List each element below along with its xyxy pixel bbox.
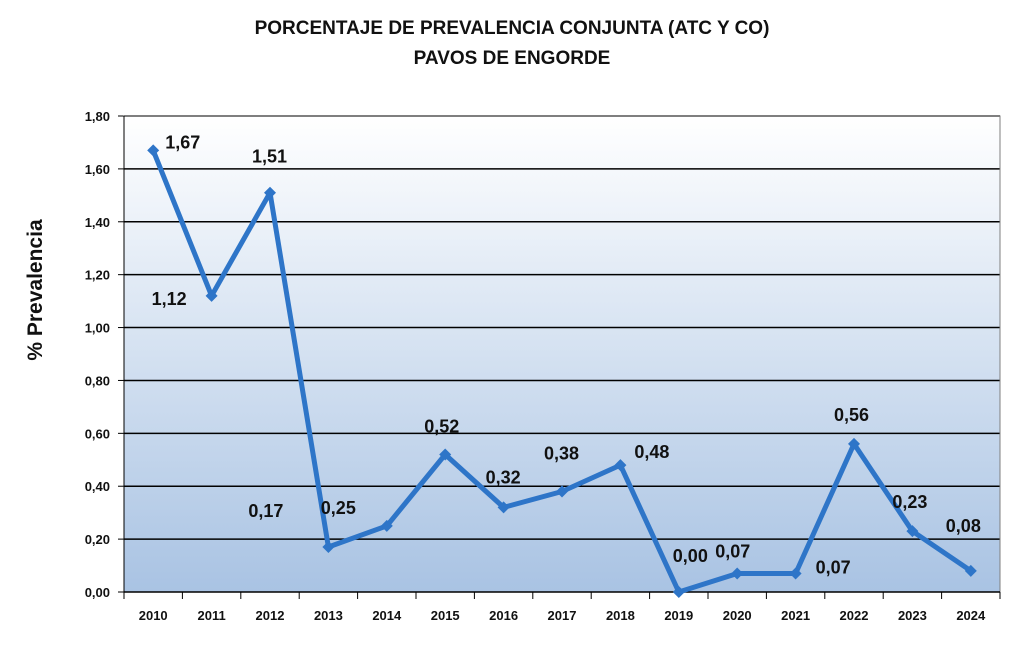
x-tick-label: 2015 bbox=[431, 608, 460, 623]
chart-subtitle: PAVOS DE ENGORDE bbox=[413, 48, 611, 69]
data-point-marker bbox=[264, 186, 276, 199]
x-tick-label: 2024 bbox=[956, 608, 986, 623]
axes bbox=[118, 115, 1001, 599]
x-tick-label: 2020 bbox=[723, 608, 752, 623]
x-tick-label: 2017 bbox=[548, 608, 577, 623]
data-label: 0,25 bbox=[321, 498, 356, 518]
data-point-marker bbox=[964, 564, 977, 577]
y-tick-label: 0,00 bbox=[85, 585, 110, 600]
data-point-marker bbox=[205, 289, 218, 302]
data-label: 0,08 bbox=[946, 516, 981, 536]
data-label: 0,07 bbox=[816, 557, 851, 577]
x-tick-label: 2014 bbox=[372, 608, 402, 623]
data-point-marker bbox=[789, 567, 802, 580]
data-label: 1,51 bbox=[252, 147, 287, 167]
data-labels: 1,67 1,12 1,51 0,17 0,25 0,52 0,32 0,38 0,48 0,00… bbox=[152, 132, 981, 577]
data-point-marker bbox=[322, 541, 335, 554]
y-tick-label: 0,60 bbox=[85, 426, 110, 441]
data-label: 0,00 bbox=[673, 546, 708, 566]
x-tick-labels: 2010 2011 2012 2013 2014 2015 2016 2017 2018 2019… bbox=[139, 608, 986, 623]
data-label: 0,56 bbox=[834, 405, 869, 425]
y-tick-label: 0,80 bbox=[85, 373, 110, 388]
y-tick-label: 0,20 bbox=[85, 532, 110, 547]
data-label: 0,52 bbox=[424, 416, 459, 436]
y-tick-label: 0,40 bbox=[85, 479, 110, 494]
data-point-marker bbox=[439, 448, 452, 461]
x-tick-label: 2023 bbox=[898, 608, 927, 623]
data-point-marker bbox=[848, 437, 860, 450]
data-label: 1,12 bbox=[152, 289, 187, 309]
x-tick-label: 2012 bbox=[256, 608, 285, 623]
data-point-marker bbox=[147, 144, 160, 157]
data-point-marker bbox=[906, 525, 919, 538]
data-label: 0,32 bbox=[486, 467, 521, 487]
data-points bbox=[147, 144, 977, 598]
y-tick-label: 1,00 bbox=[85, 321, 110, 336]
x-tick-label: 2019 bbox=[664, 608, 693, 623]
x-tick-label: 2010 bbox=[139, 608, 168, 623]
data-label: 1,67 bbox=[165, 132, 200, 152]
data-point-marker bbox=[497, 501, 510, 514]
data-label: 0,07 bbox=[715, 541, 750, 561]
data-point-marker bbox=[380, 519, 393, 532]
y-tick-label: 1,40 bbox=[85, 215, 110, 230]
data-point-marker bbox=[614, 459, 627, 472]
data-label: 0,17 bbox=[248, 501, 283, 521]
x-tick-label: 2021 bbox=[781, 608, 810, 623]
data-label: 0,38 bbox=[544, 444, 579, 464]
chart-title: PORCENTAJE DE PREVALENCIA CONJUNTA (ATC … bbox=[254, 18, 770, 39]
x-tick-label: 2011 bbox=[197, 608, 225, 623]
y-tick-label: 1,80 bbox=[85, 109, 110, 124]
y-tick-label: 1,20 bbox=[85, 268, 110, 283]
x-tick-label: 2016 bbox=[489, 608, 518, 623]
y-tick-label: 1,60 bbox=[85, 162, 110, 177]
y-tick-labels: 0,00 0,20 0,40 0,60 0,80 1,00 1,20 1,40 1,60 1,80 bbox=[85, 109, 110, 600]
x-tick-label: 2018 bbox=[606, 608, 635, 623]
gridlines bbox=[124, 115, 1000, 540]
x-tick-label: 2022 bbox=[840, 608, 869, 623]
data-point-marker bbox=[556, 485, 568, 498]
data-label: 0,23 bbox=[892, 492, 927, 512]
data-point-marker bbox=[731, 567, 744, 580]
x-tick-label: 2013 bbox=[314, 608, 343, 623]
data-point-marker bbox=[672, 586, 685, 598]
data-label: 0,48 bbox=[634, 442, 669, 462]
